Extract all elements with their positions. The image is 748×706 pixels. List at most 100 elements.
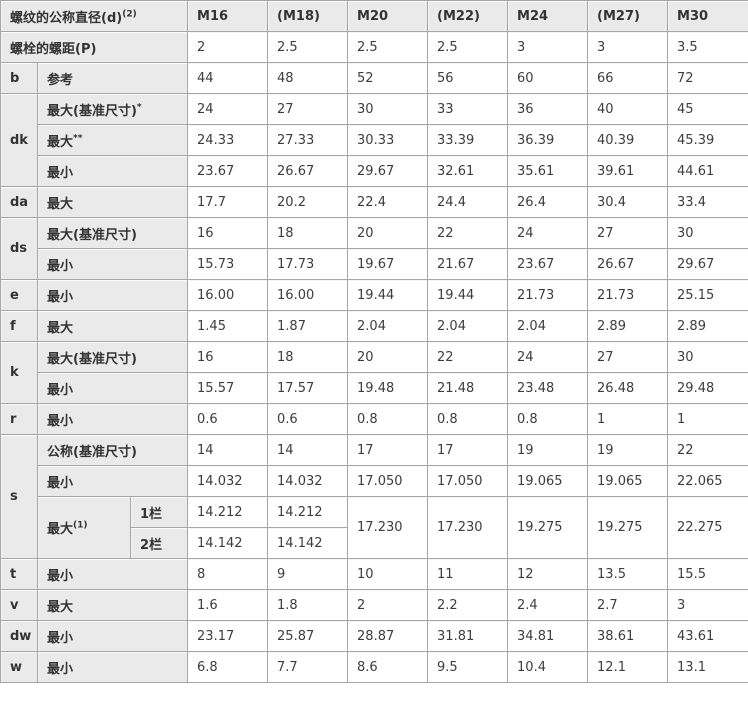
cell-text: 30 xyxy=(357,101,374,117)
table-row: k 最大(基准尺寸) 16 18 20 22 24 27 30 xyxy=(0,341,748,404)
value-cell: 3.5 xyxy=(667,31,748,63)
param-label: 最大** xyxy=(36,124,189,156)
cell-text: 2.5 xyxy=(437,39,458,55)
cell-text: 1栏 xyxy=(140,506,163,522)
value-cell: 24 xyxy=(507,341,589,373)
param-label: 最大(基准尺寸)* xyxy=(36,93,189,125)
value-cell: 1 xyxy=(667,403,748,435)
value-cell: 17.230 xyxy=(427,496,509,559)
table-row: 最小 15.57 17.57 19.48 21.48 23.48 26.48 29.48 xyxy=(1,372,748,404)
cell-text: f xyxy=(10,318,16,334)
value-cell: 14 xyxy=(267,434,349,466)
table-row: t 最小 8 9 10 11 12 13.5 15.5 xyxy=(0,558,748,590)
cell-text: 1.87 xyxy=(277,318,306,334)
param-letter: v xyxy=(0,589,38,621)
value-cell: 16 xyxy=(187,217,269,249)
value-cell: 18 xyxy=(267,217,349,249)
cell-text: 11 xyxy=(437,566,454,582)
value-cell: 2.89 xyxy=(587,310,669,342)
value-cell: 2.89 xyxy=(667,310,748,342)
value-cell: 1.6 xyxy=(187,589,269,621)
cell-text: 25.87 xyxy=(277,628,315,644)
cell-text: 最大 xyxy=(47,134,74,150)
cell-text: 9.5 xyxy=(437,659,458,675)
value-cell: 2.2 xyxy=(427,589,509,621)
cell-text: 72 xyxy=(677,70,694,86)
cell-text: 29.67 xyxy=(677,256,715,272)
value-cell: 0.6 xyxy=(267,403,349,435)
cell-text: 21.48 xyxy=(437,380,475,396)
value-cell: 3 xyxy=(667,589,748,621)
cell-text: 19.065 xyxy=(517,473,563,489)
cell-text: 16 xyxy=(197,349,214,365)
cell-text: 14.032 xyxy=(277,473,323,489)
value-cell: 14.142 xyxy=(187,527,269,559)
cell-text: 19 xyxy=(597,442,614,458)
value-cell: 43.61 xyxy=(667,620,748,652)
value-cell: 23.17 xyxy=(187,620,269,652)
value-cell: 22 xyxy=(427,341,509,373)
value-cell: 23.48 xyxy=(507,372,589,404)
cell-text: M16 xyxy=(197,8,229,24)
cell-text: 2 xyxy=(357,597,366,613)
param-label: 最小 xyxy=(36,465,189,497)
cell-text: 参考 xyxy=(47,72,74,88)
value-cell: 72 xyxy=(667,62,748,94)
value-cell: 3 xyxy=(587,31,669,63)
cell-text: (M22) xyxy=(437,8,480,24)
column-header: M24 xyxy=(507,0,589,32)
cell-text: 14.142 xyxy=(277,535,323,551)
value-cell: 31.81 xyxy=(427,620,509,652)
value-cell: 16.00 xyxy=(187,279,269,311)
spec-table: 螺纹的公称直径(d)(2) M16 (M18) M20 (M22) M24 (M27) M30… xyxy=(0,0,748,683)
value-cell: 30 xyxy=(667,341,748,373)
cell-text: 10.4 xyxy=(517,659,546,675)
value-cell: 15.57 xyxy=(187,372,269,404)
value-cell: 40 xyxy=(587,93,669,125)
cell-text: 3.5 xyxy=(677,39,698,55)
cell-text: 最小 xyxy=(47,165,74,181)
cell-text: 1 xyxy=(597,411,606,427)
cell-text: 24.33 xyxy=(197,132,235,148)
cell-text: 21.73 xyxy=(597,287,635,303)
param-label: 最小 xyxy=(36,651,189,683)
value-cell: 2.5 xyxy=(347,31,429,63)
value-cell: 39.61 xyxy=(587,155,669,187)
param-letter: dw xyxy=(0,620,38,652)
value-cell: 35.61 xyxy=(507,155,589,187)
value-cell: 38.61 xyxy=(587,620,669,652)
value-cell: 13.5 xyxy=(587,558,669,590)
cell-text: 36.39 xyxy=(517,132,555,148)
cell-text: 23.67 xyxy=(197,163,235,179)
value-cell: 25.87 xyxy=(267,620,349,652)
cell-text: 最小 xyxy=(47,568,74,584)
table-row: 螺栓的螺距(P) 2 2.5 2.5 2.5 3 3 3.5 xyxy=(0,31,748,63)
cell-text: 12.1 xyxy=(597,659,626,675)
cell-text: 14 xyxy=(197,442,214,458)
cell-text: 2.5 xyxy=(277,39,298,55)
cell-text: 17.7 xyxy=(197,194,226,210)
cell-text: 27.33 xyxy=(277,132,315,148)
cell-text: 25.15 xyxy=(677,287,715,303)
cell-text: 1 xyxy=(677,411,686,427)
cell-text: 60 xyxy=(517,70,534,86)
cell-text: w xyxy=(10,659,23,675)
value-cell: 2.7 xyxy=(587,589,669,621)
value-cell: 21.73 xyxy=(587,279,669,311)
value-cell: 19 xyxy=(507,434,589,466)
cell-text: 15.5 xyxy=(677,566,706,582)
table-row: e 最小 16.00 16.00 19.44 19.44 21.73 21.73 25.15 xyxy=(0,279,748,311)
value-cell: 10 xyxy=(347,558,429,590)
cell-text: k xyxy=(10,365,19,380)
value-cell: 21.73 xyxy=(507,279,589,311)
cell-text: 19.48 xyxy=(357,380,395,396)
value-cell: 1.8 xyxy=(267,589,349,621)
value-cell: 33.4 xyxy=(667,186,748,218)
param-letter: b xyxy=(0,62,38,94)
value-cell: 17 xyxy=(427,434,509,466)
value-cell: 13.1 xyxy=(667,651,748,683)
superscript: (2) xyxy=(122,9,137,20)
cell-text: 36 xyxy=(517,101,534,117)
value-cell: 17.73 xyxy=(267,248,349,280)
cell-text: 23.48 xyxy=(517,380,555,396)
